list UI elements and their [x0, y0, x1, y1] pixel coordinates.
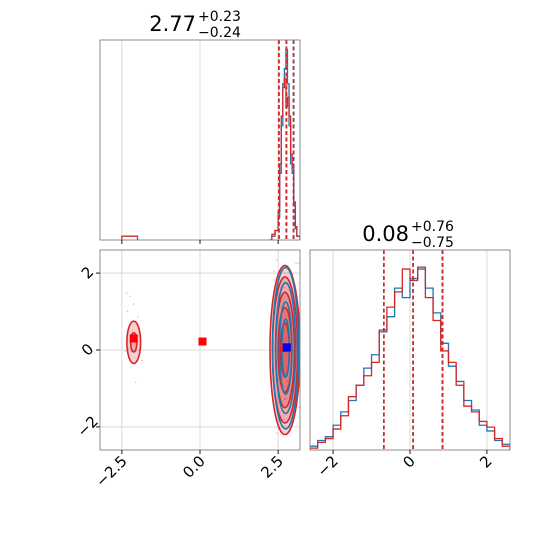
joint-sample-point: [286, 380, 289, 383]
title-param0-value: 2.77: [149, 12, 196, 36]
joint-sample-point: [275, 259, 278, 262]
top-plot-area: [121, 40, 300, 240]
title-param0-plus: +0.23: [198, 9, 241, 25]
square-marker-1: [129, 334, 138, 343]
joint-sample-point: [129, 295, 131, 298]
joint-xtick-label-0: −2.5: [92, 452, 130, 490]
joint-sample-point: [126, 310, 129, 313]
joint-panel: −2.5 0.0 2.5 −2 0 2: [73, 249, 301, 491]
title-param1-value: 0.08: [362, 222, 409, 246]
joint-sample-point: [134, 381, 137, 384]
marginal-panel-param0: [99, 39, 301, 244]
right-xtick-label-0: −2: [314, 452, 342, 480]
joint-sample-point: [273, 270, 276, 273]
joint-sample-point: [282, 339, 285, 342]
joint-sample-point: [275, 432, 278, 434]
title-param1-minus: −0.75: [411, 235, 454, 251]
marginal-panel-param1: −2 0 2: [309, 249, 511, 480]
joint-ytick-label-2: 2: [78, 263, 97, 282]
joint-sample-point: [273, 279, 275, 281]
square-marker-3: [282, 343, 291, 352]
joint-xtick-label-2: 2.5: [257, 452, 287, 482]
joint-xtick-label-1: 0.0: [179, 452, 209, 482]
joint-sample-point: [284, 397, 287, 400]
histogram-secondary-mode: [121, 235, 139, 240]
title-param0: 2.77 +0.23 −0.24: [149, 9, 241, 41]
joint-sample-point: [140, 359, 143, 362]
joint-sample-point: [295, 262, 297, 265]
histogram-series-1: [268, 77, 300, 240]
joint-sample-point: [297, 282, 299, 285]
joint-sample-point: [297, 406, 300, 409]
joint-sample-point: [283, 424, 286, 427]
contour-1-level-1: [274, 281, 297, 415]
joint-plot-area: [124, 259, 300, 436]
title-param0-minus: −0.24: [198, 25, 241, 41]
square-marker-0: [198, 337, 207, 346]
title-param1-plus: +0.76: [411, 219, 454, 235]
joint-sample-point: [136, 315, 139, 318]
title-param1: 0.08 +0.76 −0.75: [362, 219, 454, 251]
contour-1-level-2: [278, 301, 293, 396]
right-plot-area: [310, 250, 510, 450]
histogram-series-1: [310, 266, 510, 450]
joint-sample-point: [124, 350, 127, 353]
joint-ytick-label-0: −2: [73, 412, 101, 440]
joint-sample-point: [132, 303, 135, 305]
contour-1-level-0: [271, 266, 300, 430]
joint-sample-point: [297, 262, 300, 265]
joint-ytick-label-1: 0: [78, 340, 97, 359]
joint-sample-point: [283, 360, 286, 363]
joint-sample-point: [128, 347, 130, 350]
joint-sample-point: [125, 292, 128, 295]
right-xtick-label-2: 2: [476, 452, 495, 471]
joint-sample-point: [283, 286, 286, 289]
right-xtick-label-1: 0: [399, 452, 418, 471]
joint-sample-point: [284, 337, 287, 340]
